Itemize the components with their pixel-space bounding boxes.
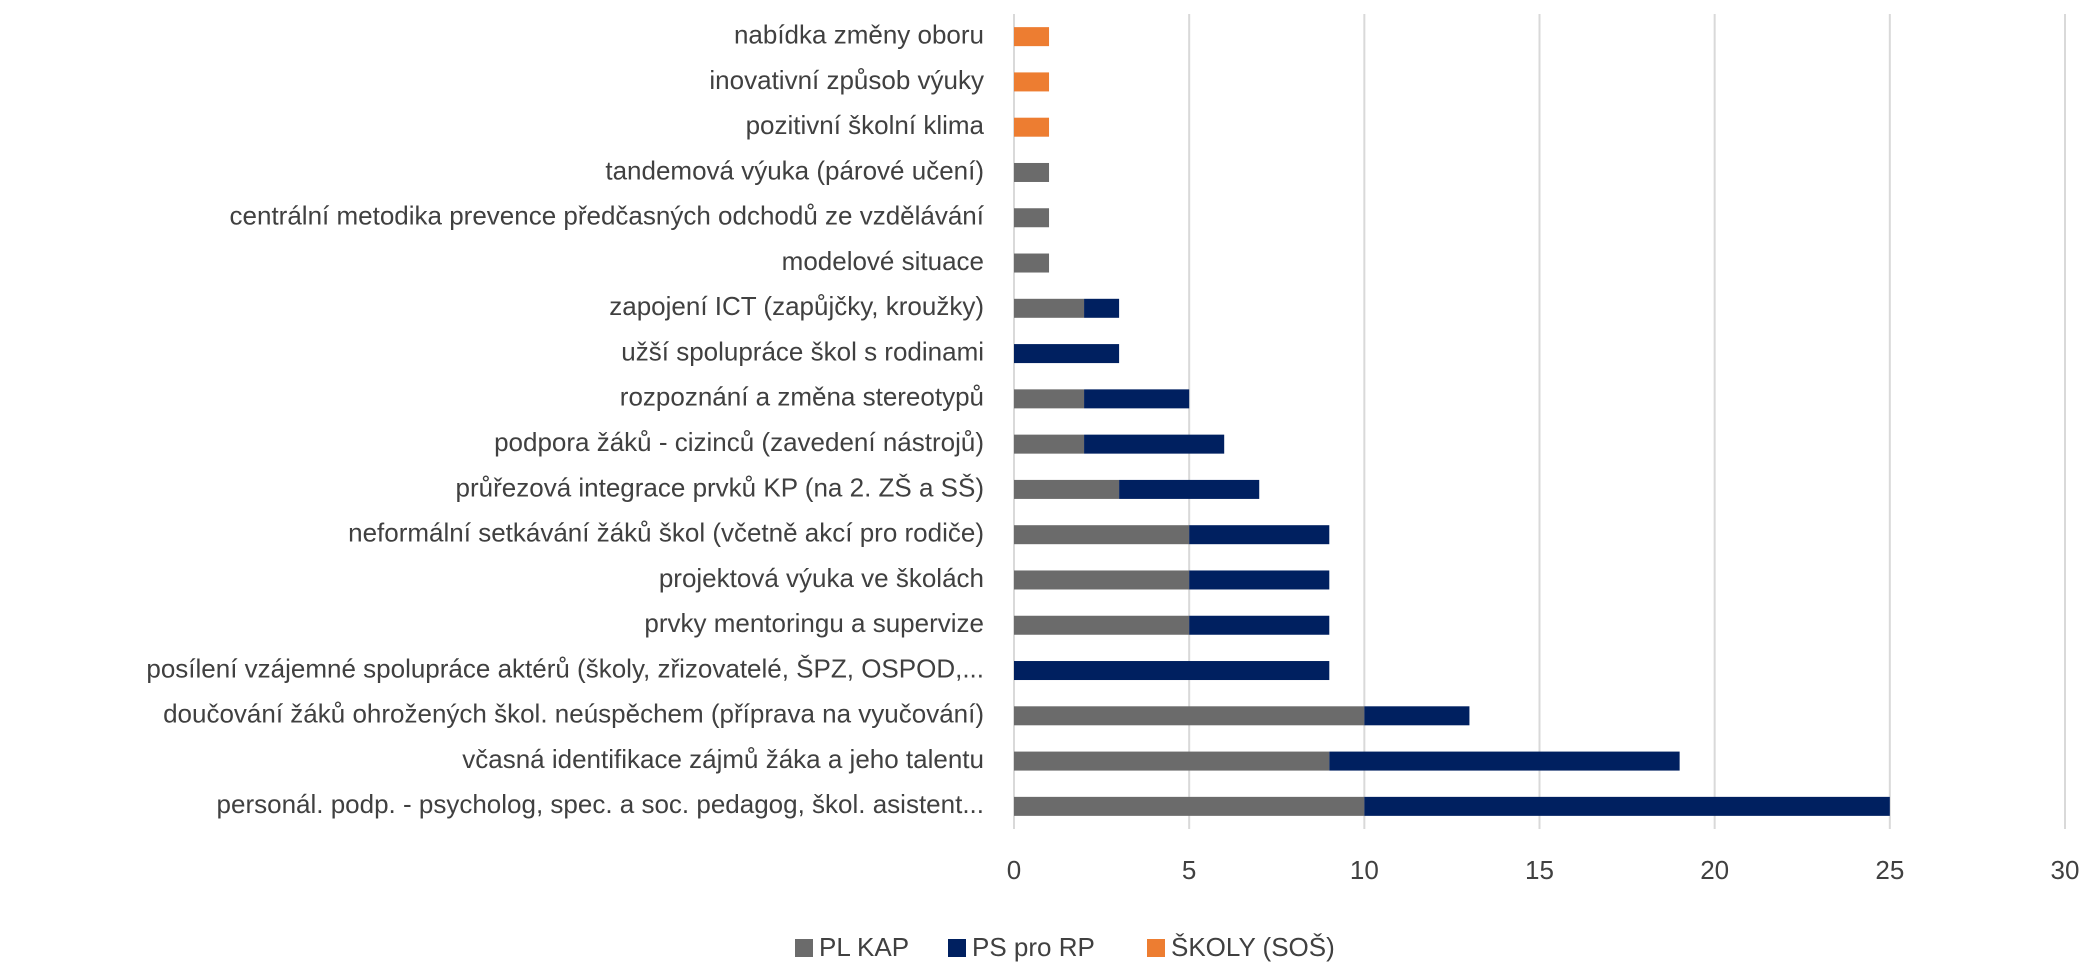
y-tick-label: včasná identifikace zájmů žáka a jeho ta… bbox=[462, 744, 984, 774]
bar bbox=[1014, 796, 1365, 816]
y-tick-label: centrální metodika prevence předčasných … bbox=[230, 201, 985, 231]
bar bbox=[1014, 344, 1120, 364]
y-tick-label: tandemová výuka (párové učení) bbox=[605, 155, 984, 185]
y-tick-label: prvky mentoringu a supervize bbox=[644, 608, 984, 638]
y-tick-label: posílení vzájemné spolupráce aktérů (ško… bbox=[146, 653, 984, 683]
y-tick-label: podpora žáků - cizinců (zavedení nástroj… bbox=[494, 427, 984, 457]
y-tick-label: personál. podp. - psycholog, spec. a soc… bbox=[217, 789, 984, 819]
x-tick-label: 5 bbox=[1182, 855, 1196, 885]
x-tick-label: 10 bbox=[1350, 855, 1379, 885]
y-tick-label: pozitivní školní klima bbox=[746, 110, 985, 140]
bar bbox=[1364, 706, 1470, 726]
bar bbox=[1014, 298, 1085, 318]
bar bbox=[1014, 751, 1330, 771]
bar bbox=[1189, 615, 1330, 635]
x-tick-label: 15 bbox=[1525, 855, 1554, 885]
legend-label: PL KAP bbox=[819, 932, 909, 962]
bar bbox=[1329, 751, 1680, 771]
bar bbox=[1084, 389, 1190, 409]
bar bbox=[1189, 570, 1330, 590]
x-tick-label: 20 bbox=[1700, 855, 1729, 885]
x-tick-label: 25 bbox=[1875, 855, 1904, 885]
y-tick-label: nabídka změny oboru bbox=[734, 20, 984, 50]
bar bbox=[1014, 434, 1085, 454]
y-tick-label: zapojení ICT (zapůjčky, kroužky) bbox=[609, 291, 984, 321]
bar bbox=[1014, 162, 1050, 182]
bar bbox=[1014, 661, 1330, 681]
x-tick-label: 0 bbox=[1007, 855, 1021, 885]
bar bbox=[1014, 27, 1050, 47]
bar bbox=[1014, 706, 1365, 726]
bar bbox=[1014, 72, 1050, 92]
bar bbox=[1014, 615, 1190, 635]
bar bbox=[1014, 389, 1085, 409]
legend-label: PS pro RP bbox=[972, 932, 1095, 962]
bar bbox=[1364, 796, 1890, 816]
bar bbox=[1119, 479, 1260, 499]
bar bbox=[1084, 298, 1120, 318]
bar bbox=[1084, 434, 1225, 454]
y-tick-label: průřezová integrace prvků KP (na 2. ZŠ a… bbox=[456, 472, 984, 502]
legend-swatch bbox=[948, 939, 966, 957]
legend-label: ŠKOLY (SOŠ) bbox=[1171, 932, 1335, 962]
y-tick-label: rozpoznání a změna stereotypů bbox=[620, 382, 984, 412]
y-tick-label: doučování žáků ohrožených škol. neúspěch… bbox=[163, 699, 984, 729]
bar bbox=[1014, 570, 1190, 590]
bar bbox=[1014, 117, 1050, 137]
bar bbox=[1014, 525, 1190, 545]
y-tick-label: neformální setkávání žáků škol (včetně a… bbox=[348, 518, 984, 548]
y-tick-label: projektová výuka ve školách bbox=[659, 563, 984, 593]
x-tick-label: 30 bbox=[2051, 855, 2080, 885]
y-tick-label: užší spolupráce škol s rodinami bbox=[621, 336, 984, 366]
bar bbox=[1014, 208, 1050, 228]
y-tick-label: inovativní způsob výuky bbox=[709, 65, 984, 95]
legend-swatch bbox=[795, 939, 813, 957]
bar bbox=[1014, 253, 1050, 273]
y-tick-label: modelové situace bbox=[782, 246, 984, 276]
bar bbox=[1189, 525, 1330, 545]
legend-swatch bbox=[1147, 939, 1165, 957]
bar bbox=[1014, 479, 1120, 499]
